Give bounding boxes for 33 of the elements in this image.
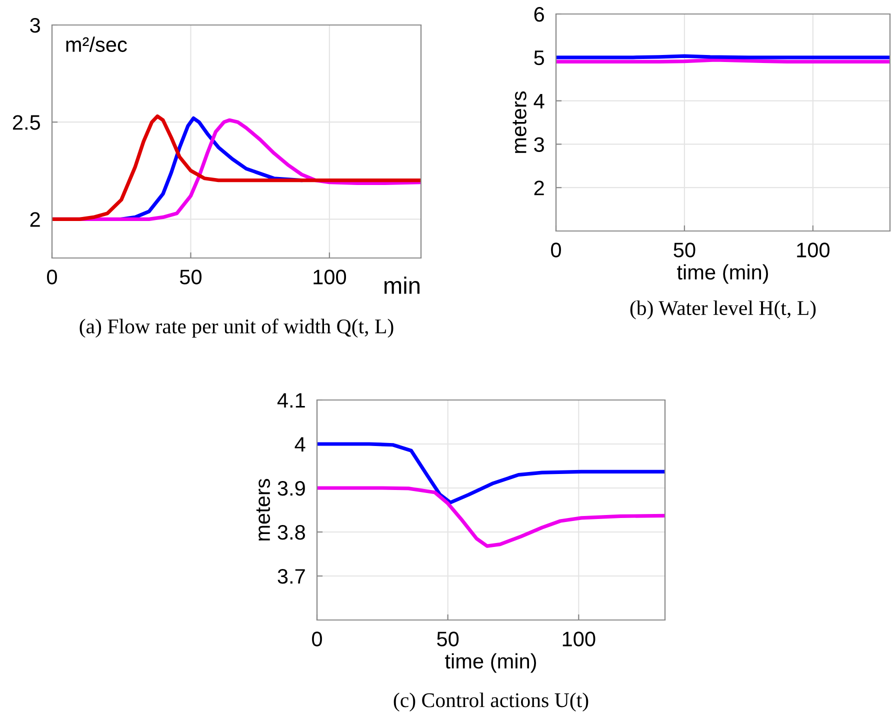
x-tick-label: 100 xyxy=(562,632,596,646)
y-axis-title: m²/sec xyxy=(66,36,127,52)
y-tick-label: 5 xyxy=(534,50,544,66)
x-tick-label: 50 xyxy=(180,270,202,284)
x-axis-title: time (min) xyxy=(445,653,536,673)
y-tick-label: 3 xyxy=(30,18,40,33)
y-tick-label: 2.5 xyxy=(12,115,40,130)
line-series xyxy=(317,442,665,504)
line-series xyxy=(317,486,665,548)
y-tick-label: 2 xyxy=(534,180,544,196)
x-tick-label: 0 xyxy=(551,242,561,258)
y-tick-label: 4 xyxy=(534,94,544,108)
x-tick-label: 0 xyxy=(312,632,322,646)
x-axis-title: min xyxy=(384,276,420,294)
x-tick-label: 100 xyxy=(797,242,830,258)
y-tick-label: 3.8 xyxy=(278,525,305,540)
x-tick-label: 50 xyxy=(674,242,696,258)
x-axis-title: time (min) xyxy=(677,264,768,284)
x-tick-label: 50 xyxy=(437,632,459,646)
y-axis-title: meters xyxy=(256,478,270,540)
y-tick-label: 3.9 xyxy=(278,481,305,496)
y-tick-label: 4 xyxy=(294,437,306,452)
y-tick-label: 3 xyxy=(534,137,544,152)
text: (a) Flow rate per unit of width Q(t, L) xyxy=(80,318,394,338)
y-tick-label: 3.7 xyxy=(278,569,305,584)
x-tick-label: 0 xyxy=(47,270,57,284)
y-tick-label: 4.1 xyxy=(277,393,305,408)
x-tick-label: 100 xyxy=(314,270,346,284)
text: (c) Control actions U(t) xyxy=(394,692,588,712)
y-axis-title: meters xyxy=(512,91,526,153)
y-tick-label: 2 xyxy=(30,212,40,227)
text: (b) Water level H(t, L) xyxy=(630,300,816,320)
y-tick-label: 6 xyxy=(534,7,544,22)
